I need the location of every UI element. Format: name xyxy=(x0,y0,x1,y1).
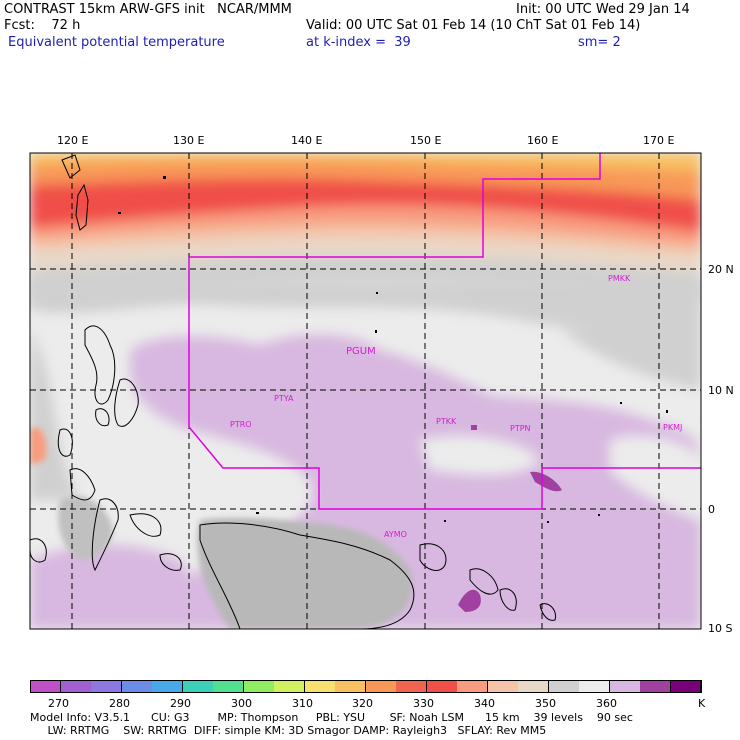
station-label: PTKK xyxy=(436,417,457,426)
lon-label: 160 E xyxy=(527,134,559,147)
smoothing: sm= 2 xyxy=(578,35,621,50)
colorbar-unit: K xyxy=(698,697,706,710)
colorbar-label: 360 xyxy=(596,697,617,710)
island-dots xyxy=(118,176,668,523)
colorbar-label: 270 xyxy=(48,697,69,710)
colorbar-label: 280 xyxy=(109,697,130,710)
colorbar-label: 320 xyxy=(352,697,373,710)
colorbar-frame xyxy=(30,680,701,693)
field-name: Equivalent potential temperature xyxy=(8,35,225,50)
domain-boundary xyxy=(188,153,701,510)
lat-label: 20 N xyxy=(708,263,734,276)
init-time: Init: 00 UTC Wed 29 Jan 14 xyxy=(516,2,690,17)
station-label: PKMJ xyxy=(663,423,682,432)
station-label: AYMO xyxy=(384,530,407,539)
station-label: PTYA xyxy=(274,394,294,403)
lat-label: 10 N xyxy=(708,384,734,397)
colorbar-label: 340 xyxy=(474,697,495,710)
lon-label: 170 E xyxy=(643,134,675,147)
map-frame xyxy=(29,152,702,630)
station-label: PTPN xyxy=(510,424,531,433)
valid-time: Valid: 00 UTC Sat 01 Feb 14 (10 ChT Sat … xyxy=(306,18,641,33)
lon-label: 150 E xyxy=(410,134,442,147)
level-index: at k-index = 39 xyxy=(306,35,411,50)
lat-label: 0 xyxy=(708,503,715,516)
station-label: PMKK xyxy=(608,274,631,283)
forecast-hour: Fcst: 72 h xyxy=(4,18,81,33)
station-label: PGUM xyxy=(346,346,376,357)
colorbar-label: 350 xyxy=(535,697,556,710)
station-label: PTRO xyxy=(230,420,252,429)
model-title: CONTRAST 15km ARW-GFS init NCAR/MMM xyxy=(4,2,292,17)
lat-label: 10 S xyxy=(708,622,733,635)
model-info-line1: Model Info: V3.5.1 CU: G3 MP: Thompson P… xyxy=(30,711,633,724)
colorbar-label: 300 xyxy=(231,697,252,710)
colorbar-label: 310 xyxy=(292,697,313,710)
lon-label: 140 E xyxy=(291,134,323,147)
model-info-line2: LW: RRTMG SW: RRTMG DIFF: simple KM: 3D … xyxy=(30,724,547,737)
lon-label: 120 E xyxy=(57,134,89,147)
theta-e-field xyxy=(30,153,701,629)
colorbar-label: 290 xyxy=(170,697,191,710)
colorbar-swatch xyxy=(670,680,702,693)
coastlines xyxy=(30,154,557,629)
lon-label: 130 E xyxy=(173,134,205,147)
colorbar-label: 330 xyxy=(413,697,434,710)
